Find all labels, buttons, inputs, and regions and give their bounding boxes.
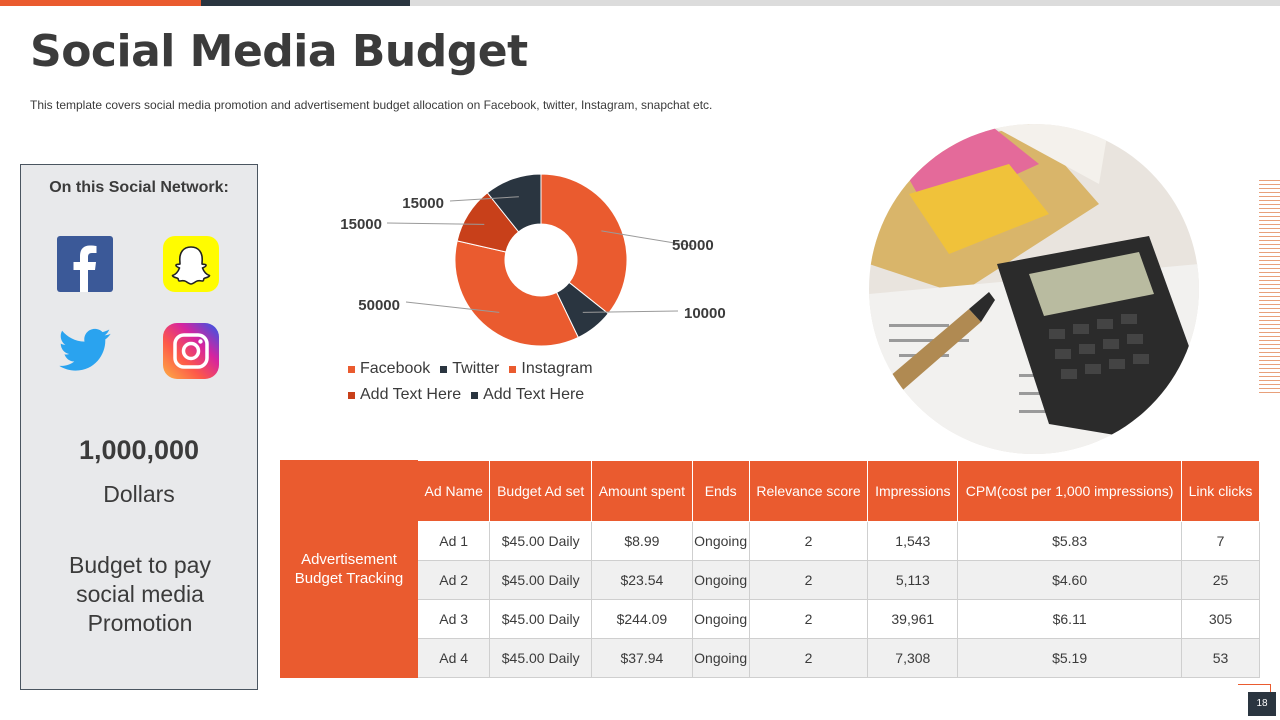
top-bar-dark-segment xyxy=(201,0,410,6)
table-row: Ad 3 $45.00 Daily $244.09 Ongoing 2 39,9… xyxy=(281,599,1260,639)
cell-ends: Ongoing xyxy=(691,638,750,678)
header-amount-spent: Amount spent xyxy=(590,460,693,522)
twitter-icon xyxy=(57,323,113,379)
cell-relevance: 2 xyxy=(748,638,869,678)
legend-item-add-text-1: Add Text Here xyxy=(348,386,461,404)
table-row: Ad 4 $45.00 Daily $37.94 Ongoing 2 7,308… xyxy=(281,638,1260,678)
cell-cpm: $5.19 xyxy=(957,638,1183,678)
table-side-label: Advertisement Budget Tracking xyxy=(280,460,418,678)
cell-ad-name: Ad 2 xyxy=(416,560,491,600)
legend-label: Add Text Here xyxy=(483,386,585,403)
ad-budget-table: Advertisement Budget Tracking Ad Name Bu… xyxy=(280,460,1260,678)
cell-link-clicks: 25 xyxy=(1181,560,1260,600)
budget-description: Budget to pay social media Promotion xyxy=(69,552,211,636)
header-impressions: Impressions xyxy=(867,460,959,522)
header-ends: Ends xyxy=(691,460,750,522)
slide-subtitle: This template covers social media promot… xyxy=(30,98,713,112)
legend-label: Add Text Here xyxy=(360,386,462,403)
legend-swatch xyxy=(509,365,517,373)
leader-line-2 xyxy=(405,301,500,313)
cell-ends: Ongoing xyxy=(691,599,750,639)
legend-item-twitter: Twitter xyxy=(440,360,499,378)
legend-swatch xyxy=(471,391,479,399)
cell-budget: $45.00 Daily xyxy=(489,638,592,678)
table-row: Ad 1 $45.00 Daily $8.99 Ongoing 2 1,543 … xyxy=(281,521,1260,561)
cell-budget: $45.00 Daily xyxy=(489,521,592,561)
cell-ad-name: Ad 4 xyxy=(416,638,491,678)
cell-amount: $37.94 xyxy=(590,638,693,678)
table-row: Ad 2 $45.00 Daily $23.54 Ongoing 2 5,113… xyxy=(281,560,1260,600)
decorative-stripes xyxy=(1259,180,1280,396)
cell-impressions: 39,961 xyxy=(867,599,959,639)
cell-impressions: 5,113 xyxy=(867,560,959,600)
cell-cpm: $4.60 xyxy=(957,560,1183,600)
leader-line-4 xyxy=(449,196,519,202)
header-ad-name: Ad Name xyxy=(416,460,491,522)
slide-title: Social Media Budget xyxy=(30,26,528,77)
header-cpm: CPM(cost per 1,000 impressions) xyxy=(957,460,1183,522)
cell-link-clicks: 53 xyxy=(1181,638,1260,678)
legend-row-2: Add Text Here Add Text Here xyxy=(348,382,603,408)
cell-budget: $45.00 Daily xyxy=(489,599,592,639)
data-label-4: 15000 xyxy=(402,195,444,212)
legend-row-1: Facebook Twitter Instagram xyxy=(348,356,603,382)
legend-swatch xyxy=(348,391,355,399)
header-link-clicks: Link clicks xyxy=(1181,460,1260,522)
cell-relevance: 2 xyxy=(748,560,869,600)
page-number: 18 xyxy=(1248,692,1276,716)
leader-line-1 xyxy=(582,310,679,313)
budget-amount: 1,000,000 xyxy=(78,435,200,465)
legend-label: Facebook xyxy=(360,360,431,377)
instagram-icon xyxy=(163,323,219,379)
cell-ad-name: Ad 3 xyxy=(416,599,491,639)
data-label-1: 10000 xyxy=(684,305,726,322)
cell-ad-name: Ad 1 xyxy=(416,521,491,561)
top-bar-orange-segment xyxy=(0,0,201,6)
snapchat-icon xyxy=(163,236,219,292)
top-bar-gray-segment xyxy=(410,0,1280,6)
top-accent-bar xyxy=(0,0,1280,6)
data-label-3: 15000 xyxy=(340,216,382,233)
legend-swatch xyxy=(440,365,448,373)
cell-relevance: 2 xyxy=(748,599,869,639)
budget-donut-chart: 50000 10000 50000 15000 15000 xyxy=(340,173,726,347)
legend-swatch xyxy=(348,365,355,373)
cell-impressions: 7,308 xyxy=(867,638,959,678)
cell-budget: $45.00 Daily xyxy=(489,560,592,600)
donut-slice-4 xyxy=(486,173,542,233)
cell-amount: $23.54 xyxy=(590,560,693,600)
data-label-0: 50000 xyxy=(672,237,714,254)
cell-impressions: 1,543 xyxy=(867,521,959,561)
panel-heading: On this Social Network: xyxy=(49,179,229,196)
legend-label: Instagram xyxy=(521,360,593,377)
cell-amount: $244.09 xyxy=(590,599,693,639)
data-label-2: 50000 xyxy=(358,297,400,314)
cell-cpm: $6.11 xyxy=(957,599,1183,639)
calculator-photo xyxy=(869,124,1199,454)
donut-slice-0 xyxy=(540,173,628,315)
table-header-row: Advertisement Budget Tracking Ad Name Bu… xyxy=(280,460,1260,678)
cell-link-clicks: 7 xyxy=(1181,521,1260,561)
leader-line-3 xyxy=(386,222,485,225)
cell-ends: Ongoing xyxy=(691,560,750,600)
legend-label: Twitter xyxy=(452,360,500,377)
social-network-panel: On this Social Network: 1,000,000 Dollar… xyxy=(20,164,258,690)
legend-item-facebook: Facebook xyxy=(348,360,430,378)
cell-cpm: $5.83 xyxy=(957,521,1183,561)
donut-slice-2 xyxy=(454,240,579,347)
legend-item-instagram: Instagram xyxy=(509,360,593,378)
header-relevance-score: Relevance score xyxy=(748,460,869,522)
budget-unit: Dollars xyxy=(103,481,175,507)
cell-relevance: 2 xyxy=(748,521,869,561)
cell-link-clicks: 305 xyxy=(1181,599,1260,639)
facebook-icon xyxy=(57,236,113,292)
cell-amount: $8.99 xyxy=(590,521,693,561)
cell-ends: Ongoing xyxy=(691,521,750,561)
chart-legend: Facebook Twitter Instagram Add Text Here… xyxy=(348,356,603,408)
header-budget-ad-set: Budget Ad set xyxy=(489,460,592,522)
leader-line-0 xyxy=(601,230,694,247)
legend-item-add-text-2: Add Text Here xyxy=(471,386,584,404)
